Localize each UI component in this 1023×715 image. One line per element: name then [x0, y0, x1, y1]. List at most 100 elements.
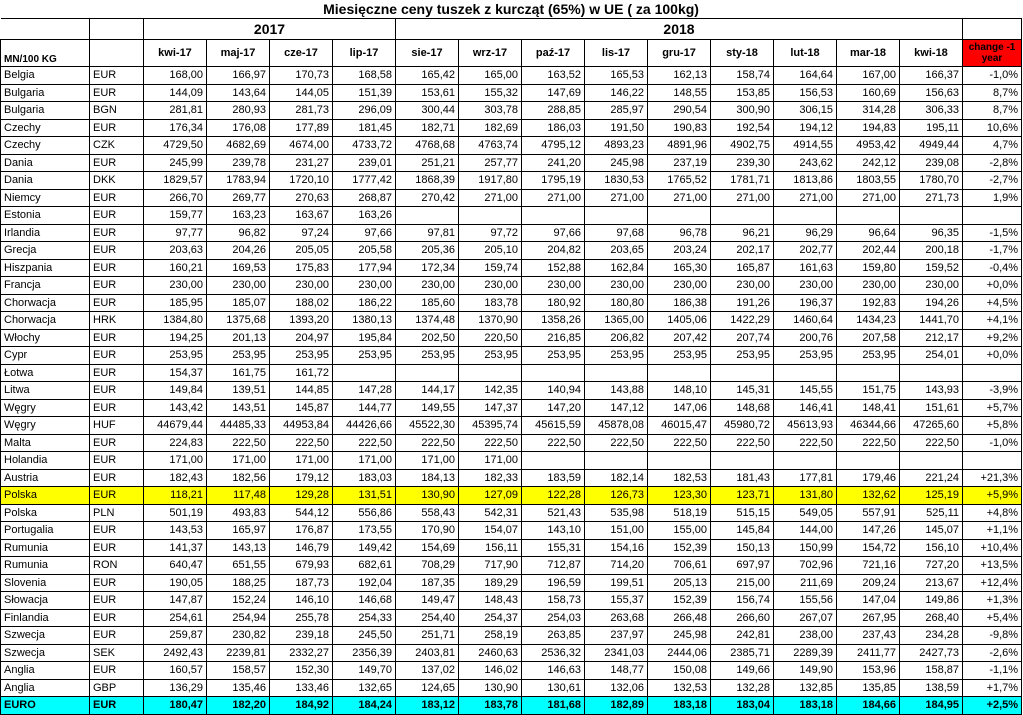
price-cell: 549,05	[773, 503, 837, 522]
price-cell: 155,37	[584, 591, 648, 610]
price-cell: 183,03	[332, 468, 396, 487]
price-cell	[836, 451, 900, 470]
price-cell: 4763,74	[458, 136, 522, 155]
currency-cell: EUR	[89, 223, 144, 242]
price-cell: 148,68	[710, 398, 774, 417]
price-cell: 153,61	[395, 83, 459, 102]
price-cell: 163,67	[269, 206, 333, 225]
table-row: Austria EUR 182,43 182,56 179,12 183,03 184,13…	[0, 468, 1023, 487]
price-cell: 163,23	[206, 206, 270, 225]
price-cell: 165,42	[395, 66, 459, 85]
change-cell: -1,0%	[961, 433, 1023, 452]
price-cell: 191,26	[710, 293, 774, 312]
price-cell: 1375,68	[206, 311, 270, 330]
price-cell: 118,21	[143, 486, 207, 505]
month-header: maj-17	[206, 39, 270, 67]
price-cell: 127,09	[458, 486, 522, 505]
price-cell	[710, 206, 774, 225]
change-cell: 8,7%	[961, 101, 1023, 120]
table-row: Rumunia EUR 141,37 143,13 146,79 149,42 154,69…	[0, 538, 1023, 557]
price-cell: 158,57	[206, 661, 270, 680]
price-cell: 45615,59	[521, 416, 585, 435]
price-cell: 253,95	[332, 346, 396, 365]
price-cell: 156,63	[899, 83, 963, 102]
table-row: Anglia GBP 136,29 135,46 133,46 132,65 124,65 1…	[0, 678, 1023, 697]
price-cell: 181,45	[332, 118, 396, 137]
price-cell: 205,36	[395, 241, 459, 260]
change-cell	[961, 451, 1023, 470]
price-cell: 230,00	[836, 276, 900, 295]
price-cell: 306,15	[773, 101, 837, 120]
price-cell: 145,55	[773, 381, 837, 400]
price-cell: 266,48	[647, 608, 711, 627]
price-cell: 1460,64	[773, 311, 837, 330]
price-cell: 222,50	[206, 433, 270, 452]
price-cell: 44426,66	[332, 416, 396, 435]
price-cell: 544,12	[269, 503, 333, 522]
price-cell: 263,68	[584, 608, 648, 627]
price-cell: 206,82	[584, 328, 648, 347]
price-cell: 165,30	[647, 258, 711, 277]
currency-cell: EUR	[89, 153, 144, 172]
price-cell: 47265,60	[899, 416, 963, 435]
price-cell: 2239,81	[206, 643, 270, 662]
price-cell: 215,00	[710, 573, 774, 592]
change-cell: 10,6%	[961, 118, 1023, 137]
price-cell: 205,13	[647, 573, 711, 592]
price-cell: 200,76	[773, 328, 837, 347]
price-cell	[584, 451, 648, 470]
price-cell: 192,83	[836, 293, 900, 312]
price-cell: 230,00	[647, 276, 711, 295]
price-cell: 159,80	[836, 258, 900, 277]
country-cell: Niemcy	[0, 188, 90, 207]
price-cell: 4729,50	[143, 136, 207, 155]
price-cell: 207,74	[710, 328, 774, 347]
price-cell: 169,53	[206, 258, 270, 277]
price-cell: 203,65	[584, 241, 648, 260]
price-cell: 186,22	[332, 293, 396, 312]
price-cell: 253,95	[458, 346, 522, 365]
price-cell: 253,95	[395, 346, 459, 365]
price-cell: 176,87	[269, 521, 333, 540]
change-cell: +5,4%	[961, 608, 1023, 627]
country-cell: Slovenia	[0, 573, 90, 592]
price-cell: 239,18	[269, 626, 333, 645]
price-cell: 281,81	[143, 101, 207, 120]
price-cell: 183,59	[521, 468, 585, 487]
price-cell: 183,18	[773, 696, 837, 715]
price-cell: 148,55	[647, 83, 711, 102]
price-cell: 96,29	[773, 223, 837, 242]
price-cell: 493,83	[206, 503, 270, 522]
table-row: Irlandia EUR 97,77 96,82 97,24 97,66 97,81 97,7…	[0, 223, 1023, 242]
price-cell: 147,37	[458, 398, 522, 417]
price-cell: 192,04	[332, 573, 396, 592]
price-cell: 152,30	[269, 661, 333, 680]
price-cell: 150,08	[647, 661, 711, 680]
price-cell: 156,10	[899, 538, 963, 557]
price-cell: 143,93	[899, 381, 963, 400]
change-cell: +4,8%	[961, 503, 1023, 522]
country-cell: Hiszpania	[0, 258, 90, 277]
price-cell: 268,40	[899, 608, 963, 627]
price-cell: 130,90	[458, 678, 522, 697]
price-cell: 4902,75	[710, 136, 774, 155]
price-cell: 258,19	[458, 626, 522, 645]
month-header: lis-17	[584, 39, 648, 67]
price-cell: 234,28	[899, 626, 963, 645]
price-cell: 196,59	[521, 573, 585, 592]
change-cell: -9,8%	[961, 626, 1023, 645]
year-2018: 2018	[395, 18, 963, 40]
price-cell: 1358,26	[521, 311, 585, 330]
price-cell: 184,66	[836, 696, 900, 715]
currency-cell: EUR	[89, 66, 144, 85]
price-cell: 158,73	[521, 591, 585, 610]
price-cell: 175,83	[269, 258, 333, 277]
price-cell: 173,55	[332, 521, 396, 540]
price-cell: 518,19	[647, 503, 711, 522]
country-cell: Polska	[0, 486, 90, 505]
price-cell: 159,77	[143, 206, 207, 225]
country-cell: Łotwa	[0, 363, 90, 382]
price-cell: 144,05	[269, 83, 333, 102]
price-cell: 180,92	[521, 293, 585, 312]
